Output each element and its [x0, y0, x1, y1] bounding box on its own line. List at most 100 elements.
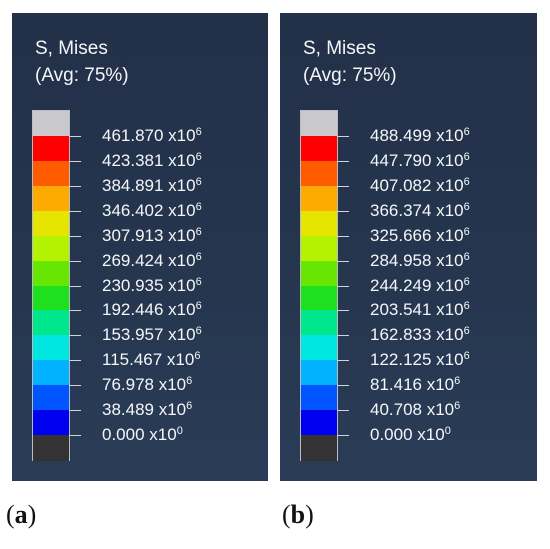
tick-mark [337, 261, 349, 262]
tick-mark [337, 186, 349, 187]
caption-letter: a [14, 500, 28, 529]
contour-value-label: 122.125 x106 [370, 349, 470, 371]
legend-title-line1: S, Mises [303, 38, 376, 59]
value-text: 346.402 x10 [102, 201, 196, 220]
contour-value-label: 38.489 x106 [102, 399, 192, 421]
value-text: 488.499 x10 [370, 126, 464, 145]
exponent: 6 [454, 375, 461, 387]
value-text: 192.446 x10 [102, 300, 196, 319]
contour-value-label: 346.402 x106 [102, 200, 202, 222]
tick-mark [69, 136, 81, 137]
caption-b: (b) [282, 500, 314, 529]
exponent: 6 [463, 251, 470, 263]
color-band [301, 310, 337, 336]
color-band [301, 160, 337, 187]
caption-letter: b [290, 500, 306, 529]
color-band [301, 360, 337, 386]
tick-mark [69, 186, 81, 187]
value-text: 423.381 x10 [102, 151, 196, 170]
color-band [301, 385, 337, 411]
exponent: 6 [463, 325, 470, 337]
contour-value-label: 447.790 x106 [370, 150, 470, 172]
contour-value-label: 307.913 x106 [102, 225, 202, 247]
exponent: 6 [194, 350, 201, 362]
tick-mark [337, 161, 349, 162]
tick-mark [337, 236, 349, 237]
value-text: 230.935 x10 [102, 276, 196, 295]
exponent: 0 [444, 425, 451, 437]
contour-value-label: 488.499 x106 [370, 125, 470, 147]
exponent: 6 [463, 201, 470, 213]
value-text: 0.000 x10 [102, 425, 177, 444]
tick-mark [69, 335, 81, 336]
color-bar-b [300, 110, 338, 461]
color-band [33, 385, 69, 411]
color-band [301, 185, 337, 212]
tick-mark [69, 310, 81, 311]
contour-value-label: 366.374 x106 [370, 200, 470, 222]
value-text: 76.978 x10 [102, 375, 187, 394]
value-text: 115.467 x10 [102, 350, 195, 369]
color-band [301, 260, 337, 287]
color-bar-a [32, 110, 70, 461]
tick-mark [69, 161, 81, 162]
tick-mark [337, 136, 349, 137]
exponent: 6 [195, 201, 202, 213]
value-text: 461.870 x10 [102, 126, 196, 145]
tick-mark [337, 286, 349, 287]
tick-mark [337, 360, 349, 361]
color-band [33, 235, 69, 262]
value-text: 203.541 x10 [370, 300, 464, 319]
value-text: 307.913 x10 [102, 226, 196, 245]
tick-mark [69, 385, 81, 386]
value-text: 384.891 x10 [102, 176, 196, 195]
exponent: 6 [195, 251, 202, 263]
color-band [33, 260, 69, 287]
exponent: 6 [463, 126, 470, 138]
exponent: 6 [195, 126, 202, 138]
contour-value-label: 76.978 x106 [102, 374, 192, 396]
contour-value-label: 423.381 x106 [102, 150, 202, 172]
exponent: 6 [463, 226, 470, 238]
exponent: 0 [176, 425, 183, 437]
tick-mark [69, 410, 81, 411]
value-text: 407.082 x10 [370, 176, 464, 195]
tick-mark [69, 435, 81, 436]
contour-value-label: 162.833 x106 [370, 324, 470, 346]
contour-value-label: 284.958 x106 [370, 250, 470, 272]
contour-value-label: 230.935 x106 [102, 275, 202, 297]
exponent: 6 [195, 176, 202, 188]
contour-value-label: 269.424 x106 [102, 250, 202, 272]
contour-value-label: 203.541 x106 [370, 299, 470, 321]
color-band [33, 285, 69, 312]
exponent: 6 [186, 375, 193, 387]
contour-value-label: 81.416 x106 [370, 374, 460, 396]
tick-mark [337, 410, 349, 411]
legend-title-b: S, Mises (Avg: 75%) [303, 35, 397, 89]
color-band [33, 360, 69, 386]
tick-mark [337, 310, 349, 311]
color-band [301, 210, 337, 237]
value-text: 122.125 x10 [370, 350, 464, 369]
legend-title-line2: (Avg: 75%) [303, 65, 397, 86]
value-text: 269.424 x10 [102, 251, 196, 270]
exponent: 6 [195, 276, 202, 288]
legend-panel-b: S, Mises (Avg: 75%) 488.499 x106 447.790 … [280, 13, 537, 481]
legend-title-a: S, Mises (Avg: 75%) [35, 35, 129, 89]
caption-a: (a) [6, 500, 37, 529]
exponent: 6 [186, 400, 193, 412]
color-band [301, 435, 337, 461]
tick-mark [69, 360, 81, 361]
tick-mark [69, 211, 81, 212]
exponent: 6 [463, 350, 470, 362]
color-band [301, 235, 337, 262]
contour-value-label: 115.467 x106 [102, 349, 200, 371]
contour-value-label: 192.446 x106 [102, 299, 202, 321]
value-text: 153.957 x10 [102, 325, 196, 344]
contour-value-label: 461.870 x106 [102, 125, 202, 147]
tick-mark [337, 335, 349, 336]
tick-mark [337, 385, 349, 386]
color-band [33, 210, 69, 237]
value-text: 81.416 x10 [370, 375, 455, 394]
exponent: 6 [195, 325, 202, 337]
